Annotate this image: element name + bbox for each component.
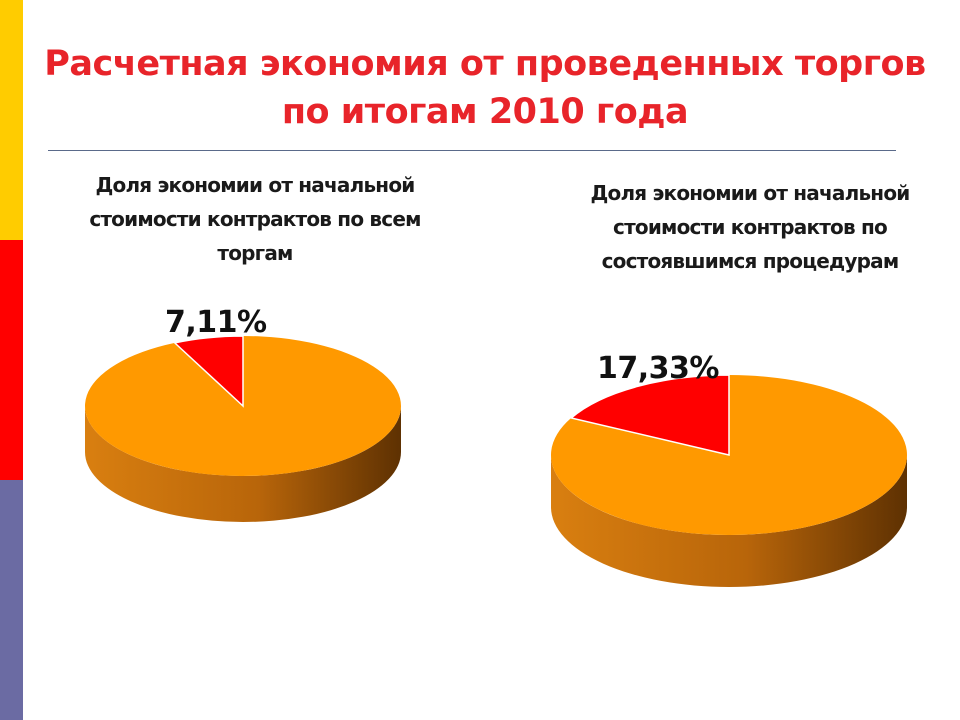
slide-title: Расчетная экономия от проведенных торгов… <box>44 44 926 132</box>
pie-side-wall <box>551 455 907 587</box>
pie-chart-all-tenders: 7,11% <box>84 305 401 522</box>
left-chart-title: Доля экономии от начальной стоимости кон… <box>89 173 421 265</box>
accent-bar-red <box>0 240 23 480</box>
pie-slice-label: 17,33% <box>597 351 719 386</box>
title-divider <box>48 150 896 151</box>
pie-slice-savings <box>173 335 244 408</box>
pie-slice-savings <box>569 374 730 456</box>
pie-side-wall <box>85 406 401 522</box>
pie-chart-completed-procedures: 17,33% <box>551 351 907 587</box>
accent-bar-yellow <box>0 0 23 240</box>
right-chart-title: Доля экономии от начальной стоимости кон… <box>590 181 911 273</box>
pie-slice-label: 7,11% <box>165 305 267 340</box>
accent-bar-slate <box>0 480 23 720</box>
